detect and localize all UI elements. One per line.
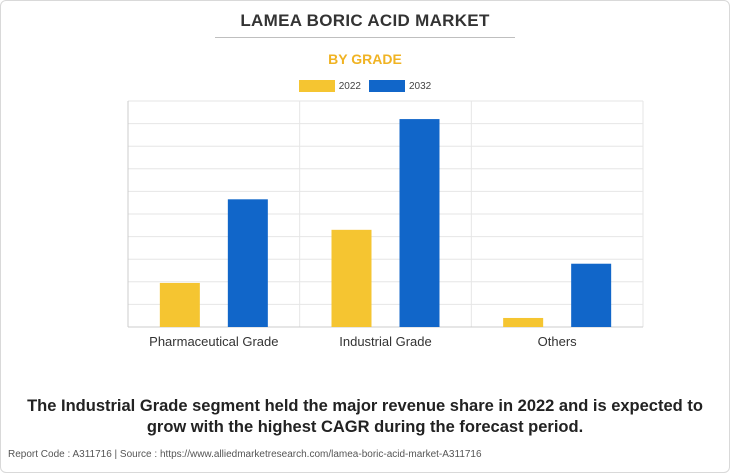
bar-2032-industrial-grade [399,119,440,327]
report-source-footer: Report Code : A311716 | Source : https:/… [8,449,482,460]
legend-item-2022: 2022 [298,80,361,92]
bar-2022-industrial-grade [331,229,372,327]
legend-label-2032: 2032 [409,80,432,92]
legend-swatch-2022 [298,80,335,92]
x-tick-label: Industrial Grade [339,334,432,349]
bar-2032-others [571,263,612,327]
chart-legend: 2022 2032 [0,80,730,92]
legend-label-2022: 2022 [338,80,361,92]
title-divider [215,37,515,38]
chart-title: LAMEA BORIC ACID MARKET [240,11,490,30]
chart-subtitle: BY GRADE [328,51,402,67]
x-tick-label: Others [538,334,578,349]
legend-swatch-2032 [369,80,405,92]
chart-caption: The Industrial Grade segment held the ma… [27,397,703,436]
legend-item-2032: 2032 [369,80,431,92]
bar-2022-pharmaceutical-grade [159,282,200,327]
bar-2032-pharmaceutical-grade [227,199,268,327]
bar-2022-others [503,317,544,327]
x-tick-label: Pharmaceutical Grade [149,334,278,349]
